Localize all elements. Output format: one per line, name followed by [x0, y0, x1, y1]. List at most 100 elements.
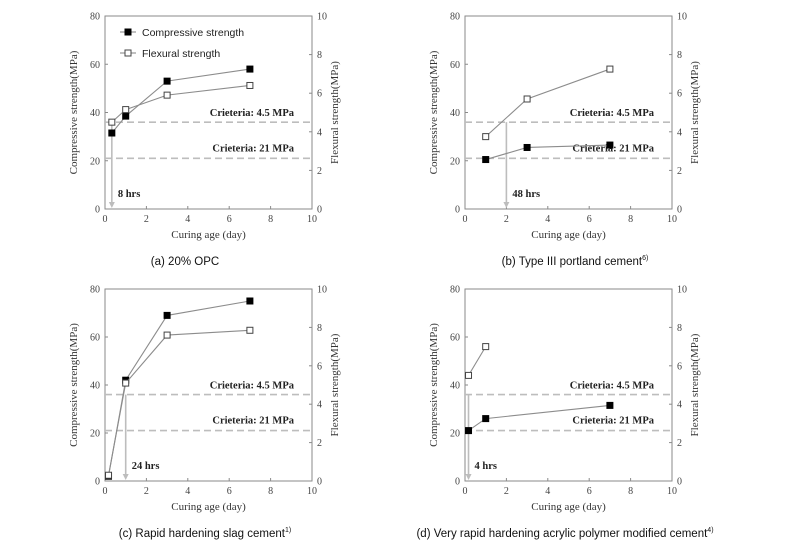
- y-left-tick-label: 60: [90, 60, 100, 71]
- y-left-tick-label: 20: [90, 429, 100, 440]
- x-axis-label: Curing age (day): [531, 501, 606, 513]
- x-tick-label: 4: [545, 486, 550, 497]
- compressive-strength-point: [523, 143, 531, 151]
- y-right-tick-label: 6: [317, 89, 322, 100]
- criteria-label: Crieteria: 4.5 MPa: [570, 381, 655, 392]
- x-tick-label: 4: [185, 214, 190, 225]
- y-right-axis-label: Flexural strength(MPa): [329, 61, 341, 164]
- flexural-strength-point: [246, 326, 254, 334]
- x-tick-label: 2: [504, 486, 509, 497]
- criteria-label: Crieteria: 4.5 MPa: [570, 108, 655, 119]
- y-left-axis-label: Compressive strength(MPa): [68, 50, 80, 174]
- x-tick-label: 2: [504, 214, 509, 225]
- flexural-strength-point: [122, 379, 130, 387]
- compressive-strength-point: [482, 156, 490, 164]
- x-axis-label: Curing age (day): [171, 501, 246, 513]
- legend-entry-label: Flexural strength: [142, 48, 220, 60]
- y-left-tick-label: 20: [450, 429, 460, 440]
- series-line-flexural: [107, 329, 250, 476]
- y-right-tick-label: 0: [677, 205, 682, 216]
- series-line-flexural: [111, 84, 250, 123]
- time-arrow-head: [503, 202, 510, 208]
- y-right-axis-label: Flexural strength(MPa): [689, 61, 701, 164]
- flexural-strength-point: [122, 106, 130, 114]
- y-left-tick-label: 80: [450, 12, 460, 23]
- y-left-tick-label: 0: [455, 205, 460, 216]
- y-left-axis-label: Compressive strength(MPa): [428, 323, 440, 447]
- x-tick-label: 0: [103, 486, 108, 497]
- panel-caption-superscript: 4): [707, 527, 713, 534]
- panel-caption: (b) Type III portland cement6): [502, 255, 649, 268]
- y-right-tick-label: 10: [317, 285, 327, 296]
- legend: Compressive strength Flexural strength: [120, 27, 244, 60]
- criteria-label: Crieteria: 21 MPa: [212, 416, 294, 427]
- panel-caption-superscript: 1): [285, 527, 291, 534]
- time-arrow-label: 48 hrs: [512, 189, 540, 200]
- compressive-strength-point: [465, 427, 473, 435]
- compressive-strength-point: [606, 141, 614, 149]
- series-line-flexural: [485, 68, 611, 138]
- x-tick-label: 0: [103, 214, 108, 225]
- time-arrow-head: [122, 474, 129, 480]
- x-tick-label: 0: [463, 214, 468, 225]
- y-right-tick-label: 10: [317, 12, 327, 23]
- y-right-tick-label: 2: [677, 166, 682, 177]
- y-left-axis-label: Compressive strength(MPa): [428, 50, 440, 174]
- flexural-strength-point: [246, 81, 254, 89]
- criteria-label: Crieteria: 4.5 MPa: [210, 108, 295, 119]
- y-right-tick-label: 4: [677, 127, 682, 138]
- x-tick-label: 8: [628, 214, 633, 225]
- legend-marker-open: [124, 49, 132, 57]
- y-right-tick-label: 6: [677, 361, 682, 372]
- y-right-tick-label: 6: [317, 361, 322, 372]
- x-tick-label: 2: [144, 486, 149, 497]
- x-tick-label: 4: [185, 486, 190, 497]
- x-tick-label: 8: [628, 486, 633, 497]
- x-tick-label: 10: [307, 486, 317, 497]
- x-tick-label: 6: [227, 214, 232, 225]
- compressive-strength-point: [122, 112, 130, 120]
- legend-marker-filled: [124, 28, 132, 36]
- flexural-strength-point: [108, 118, 116, 126]
- compressive-strength-point: [606, 401, 614, 409]
- y-right-tick-label: 10: [677, 12, 687, 23]
- y-right-tick-label: 2: [677, 438, 682, 449]
- compressive-strength-point: [246, 297, 254, 305]
- y-right-tick-label: 10: [677, 285, 687, 296]
- legend-entry-label: Compressive strength: [142, 27, 244, 39]
- compressive-strength-point: [482, 415, 490, 423]
- x-tick-label: 0: [463, 486, 468, 497]
- y-left-tick-label: 40: [450, 108, 460, 119]
- y-left-tick-label: 20: [450, 156, 460, 167]
- y-right-tick-label: 4: [317, 127, 322, 138]
- x-tick-label: 8: [268, 486, 273, 497]
- panel-caption-text: (d) Very rapid hardening acrylic polymer…: [416, 528, 708, 540]
- y-left-tick-label: 20: [90, 156, 100, 167]
- y-left-tick-label: 0: [95, 205, 100, 216]
- x-tick-label: 8: [268, 214, 273, 225]
- flexural-strength-point: [523, 95, 531, 103]
- flexural-strength-point: [465, 371, 473, 379]
- y-left-tick-label: 40: [90, 108, 100, 119]
- series-line-compressive: [111, 68, 250, 134]
- x-axis-label: Curing age (day): [531, 229, 606, 241]
- panel-caption-superscript: 6): [642, 255, 648, 262]
- panel-caption-text: (a) 20% OPC: [151, 256, 219, 268]
- time-arrow-head: [465, 474, 472, 480]
- panel-caption: (a) 20% OPC: [151, 256, 219, 268]
- flexural-strength-point: [163, 91, 171, 99]
- y-right-tick-label: 8: [317, 50, 322, 61]
- x-axis-label: Curing age (day): [171, 229, 246, 241]
- panel-caption-text: (c) Rapid hardening slag cement: [119, 528, 286, 540]
- y-left-tick-label: 40: [90, 381, 100, 392]
- time-arrow-label: 4 hrs: [475, 461, 497, 472]
- y-left-tick-label: 0: [95, 477, 100, 488]
- y-right-tick-label: 8: [317, 323, 322, 334]
- y-right-tick-label: 2: [317, 438, 322, 449]
- y-right-tick-label: 6: [677, 89, 682, 100]
- y-right-tick-label: 8: [677, 50, 682, 61]
- criteria-label: Crieteria: 21 MPa: [572, 416, 654, 427]
